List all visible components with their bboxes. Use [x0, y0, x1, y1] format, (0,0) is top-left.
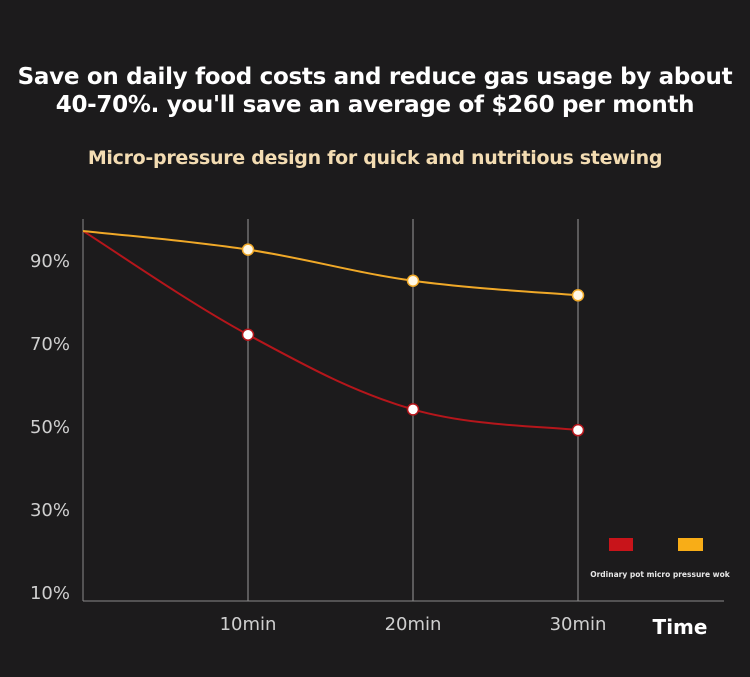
- data-point: [406, 403, 420, 416]
- legend-swatch-ordinary-pot: [609, 538, 633, 551]
- data-point: [241, 243, 255, 256]
- grid-lines: [82, 219, 579, 601]
- x-tick-label: 10min: [220, 614, 277, 635]
- x-axis-title: Time: [653, 615, 708, 639]
- y-axis-ticks: 90% 70% 50% 30% 10%: [30, 251, 70, 604]
- y-tick-label: 50%: [30, 417, 70, 438]
- y-tick-label: 30%: [30, 500, 70, 521]
- legend-label: Ordinary pot micro pressure wok: [590, 570, 731, 579]
- series-lines: [82, 229, 579, 432]
- data-point: [571, 423, 585, 437]
- data-point: [571, 289, 585, 302]
- x-tick-label: 20min: [385, 614, 442, 635]
- legend-swatch-micro-pressure-wok: [678, 538, 703, 551]
- x-axis-ticks: 10min 20min 30min: [220, 614, 607, 635]
- title-line-1: Save on daily food costs and reduce gas …: [17, 64, 733, 90]
- legend: Ordinary pot micro pressure wok: [590, 538, 731, 579]
- x-tick-label: 30min: [550, 614, 607, 635]
- title-line-2: 40-70%. you'll save an average of $260 p…: [55, 92, 695, 118]
- chart-title: Save on daily food costs and reduce gas …: [0, 63, 750, 119]
- data-point: [406, 274, 420, 287]
- y-tick-label: 10%: [30, 583, 70, 604]
- data-point: [241, 328, 255, 341]
- y-tick-label: 70%: [30, 334, 70, 355]
- chart-subtitle: Micro-pressure design for quick and nutr…: [87, 147, 663, 169]
- y-tick-label: 90%: [30, 251, 70, 272]
- series-line-1: [82, 229, 579, 297]
- series-points: [241, 243, 585, 437]
- series-line-0: [82, 230, 579, 432]
